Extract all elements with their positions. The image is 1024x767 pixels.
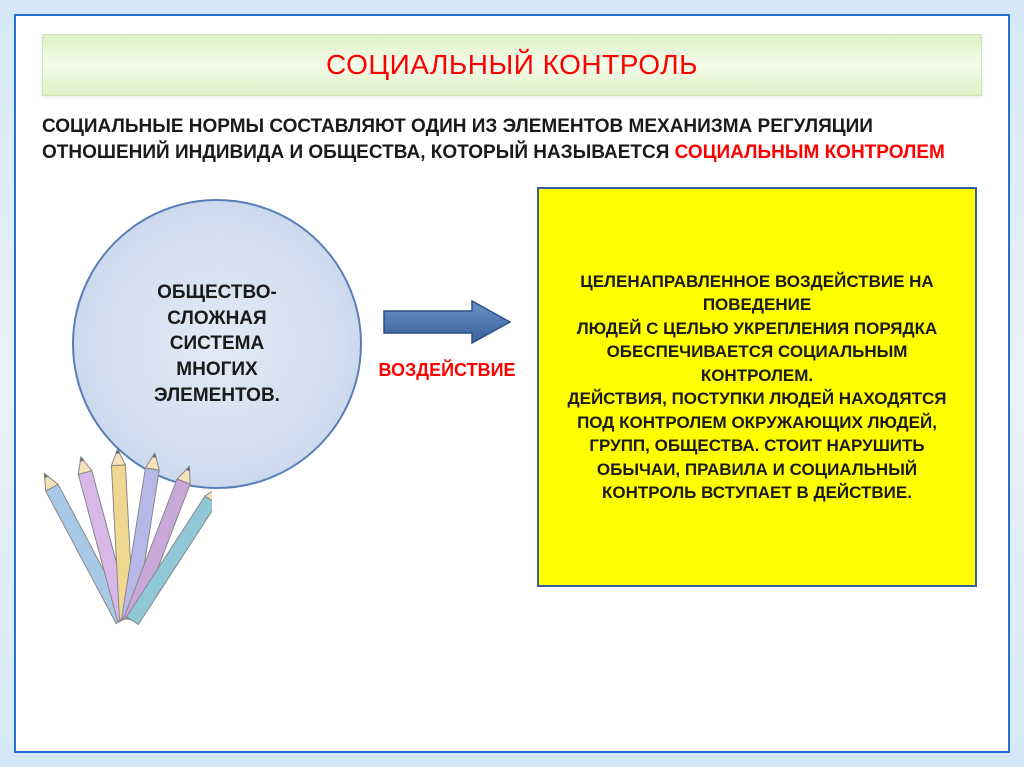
- slide-title: СОЦИАЛЬНЫЙ КОНТРОЛЬ: [326, 49, 698, 81]
- diagram-area: ОБЩЕСТВО-СЛОЖНАЯСИСТЕМАМНОГИХЭЛЕМЕНТОВ.: [42, 199, 982, 669]
- circle-text: ОБЩЕСТВО-СЛОЖНАЯСИСТЕМАМНОГИХЭЛЕМЕНТОВ.: [154, 280, 280, 408]
- slide-frame: СОЦИАЛЬНЫЙ КОНТРОЛЬ СОЦИАЛЬНЫЕ НОРМЫ СОС…: [14, 14, 1010, 753]
- arrow-block: ВОЗДЕЙСТВИЕ: [372, 299, 522, 381]
- arrow-icon: [382, 299, 512, 345]
- society-circle: ОБЩЕСТВО-СЛОЖНАЯСИСТЕМАМНОГИХЭЛЕМЕНТОВ.: [72, 199, 362, 489]
- subtitle-red: СОЦИАЛЬНЫМ КОНТРОЛЕМ: [675, 142, 945, 163]
- arrow-label: ВОЗДЕЙСТВИЕ: [372, 360, 522, 381]
- definition-text: ЦЕЛЕНАПРАВЛЕННОЕ ВОЗДЕЙСТВИЕ НА ПОВЕДЕНИ…: [553, 270, 961, 505]
- pencils-icon: [42, 449, 212, 649]
- title-bar: СОЦИАЛЬНЫЙ КОНТРОЛЬ: [42, 34, 982, 96]
- subtitle: СОЦИАЛЬНЫЕ НОРМЫ СОСТАВЛЯЮТ ОДИН ИЗ ЭЛЕМ…: [42, 114, 982, 165]
- definition-box: ЦЕЛЕНАПРАВЛЕННОЕ ВОЗДЕЙСТВИЕ НА ПОВЕДЕНИ…: [537, 187, 977, 587]
